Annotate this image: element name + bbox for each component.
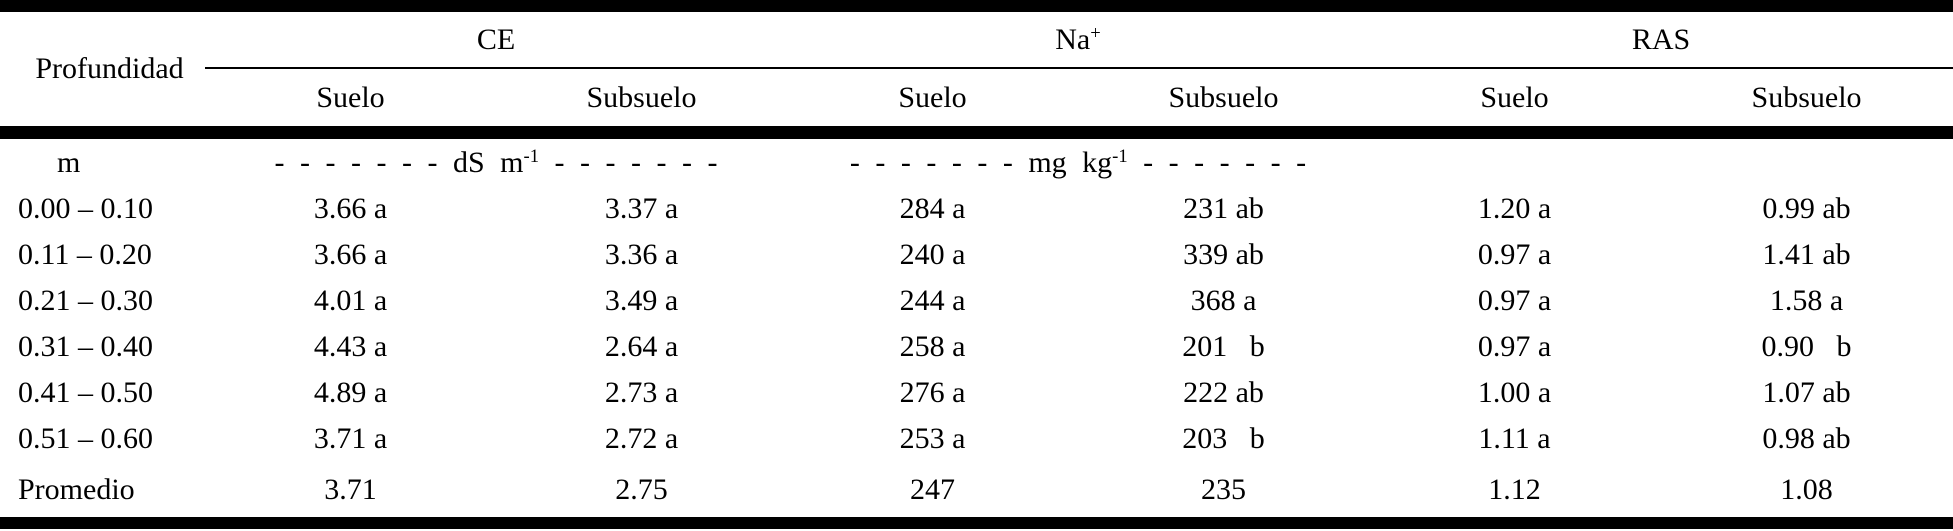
ce-suelo-cell: 4.01 a [313, 284, 388, 318]
units-row: m - - - - - - - dS m-1 - - - - - - - - -… [0, 133, 1953, 187]
na-subsuelo-cell: 203 b [1182, 422, 1265, 456]
ras-units-cell [1369, 133, 1953, 187]
ce-subsuelo-cell: 2.72 a [604, 422, 679, 456]
ce-subsuelo-cell: 3.49 a [604, 284, 679, 318]
na-unit-dashes-right: - - - - - - - [1127, 145, 1307, 179]
group-sup-na: + [1090, 22, 1101, 44]
ras-suelo-cell: 1.20 a [1477, 192, 1552, 226]
ce-unit-label: dS m [452, 145, 524, 179]
ce-unit-exponent: -1 [523, 145, 540, 167]
sub-header-row: Suelo Subsuelo Suelo Subsuelo Suelo Subs… [0, 68, 1953, 139]
ce-suelo-cell: 4.89 a [313, 376, 388, 410]
subheader-na-suelo: Suelo [787, 68, 1078, 139]
ras-subsuelo-cell: 1.08 [1780, 472, 1833, 506]
table-row: 0.00 – 0.10 3.66 a 3.37 a 284 a 231 ab 1… [0, 186, 1953, 232]
subheader-ce-suelo: Suelo [205, 68, 496, 139]
group-header-na: Na+ [787, 6, 1370, 69]
ras-suelo-cell: 1.00 a [1477, 376, 1552, 410]
depth-cell: Promedio [18, 472, 135, 506]
ras-suelo-cell: 1.11 a [1478, 422, 1551, 456]
column-header-profundidad: Profundidad [0, 6, 205, 139]
subheader-ce-subsuelo: Subsuelo [496, 68, 787, 139]
ce-unit-dashes-right: - - - - - - - [539, 145, 718, 179]
subheader-na-subsuelo: Subsuelo [1078, 68, 1370, 139]
na-unit-label: mg kg [1028, 145, 1113, 179]
na-suelo-cell: 276 a [899, 376, 966, 410]
depth-cell: 0.41 – 0.50 [18, 376, 153, 410]
depth-cell: 0.11 – 0.20 [18, 238, 152, 272]
na-suelo-cell: 253 a [899, 422, 966, 456]
ras-subsuelo-cell: 0.99 ab [1762, 192, 1851, 226]
ras-subsuelo-cell: 0.98 ab [1762, 422, 1851, 456]
ras-subsuelo-cell: 1.07 ab [1762, 376, 1851, 410]
na-suelo-cell: 244 a [899, 284, 966, 318]
depth-cell: 0.21 – 0.30 [18, 284, 153, 318]
na-subsuelo-cell: 235 [1201, 472, 1246, 506]
ce-suelo-cell: 3.66 a [313, 192, 388, 226]
ras-subsuelo-cell: 0.90 b [1761, 330, 1852, 364]
na-suelo-cell: 247 [910, 472, 955, 506]
ce-unit-dashes-left: - - - - - - - [274, 145, 453, 179]
table-row-promedio: Promedio 3.71 2.75 247 235 1.12 1.08 [0, 462, 1953, 523]
ras-suelo-cell: 1.12 [1488, 472, 1541, 506]
table-row: 0.51 – 0.60 3.71 a 2.72 a 253 a 203 b 1.… [0, 416, 1953, 462]
table-row: 0.31 – 0.40 4.43 a 2.64 a 258 a 201 b 0.… [0, 324, 1953, 370]
group-header-ras: RAS [1369, 6, 1953, 69]
ce-units-cell: - - - - - - - dS m-1 - - - - - - - [205, 133, 787, 187]
ce-suelo-cell: 3.66 a [313, 238, 388, 272]
ras-suelo-cell: 0.97 a [1477, 238, 1552, 272]
ras-subsuelo-cell: 1.41 ab [1762, 238, 1851, 272]
group-label-ras: RAS [1631, 22, 1691, 56]
subheader-ras-subsuelo: Subsuelo [1660, 68, 1953, 139]
na-unit-dashes-left: - - - - - - - [849, 145, 1029, 179]
ce-suelo-cell: 3.71 [324, 472, 377, 506]
ce-subsuelo-cell: 2.73 a [604, 376, 679, 410]
na-subsuelo-cell: 201 b [1182, 330, 1265, 364]
group-label-na: Na [1055, 22, 1091, 56]
ce-suelo-cell: 4.43 a [313, 330, 388, 364]
na-units-cell: - - - - - - - mg kg-1 - - - - - - - [787, 133, 1369, 187]
depth-cell: 0.00 – 0.10 [18, 192, 153, 226]
ce-subsuelo-cell: 2.75 [615, 472, 668, 506]
na-subsuelo-cell: 368 a [1190, 284, 1257, 318]
table-row: 0.11 – 0.20 3.66 a 3.36 a 240 a 339 ab 0… [0, 232, 1953, 278]
table-row: 0.21 – 0.30 4.01 a 3.49 a 244 a 368 a 0.… [0, 278, 1953, 324]
subheader-ras-suelo: Suelo [1369, 68, 1661, 139]
na-subsuelo-cell: 339 ab [1183, 238, 1264, 272]
ce-subsuelo-cell: 3.36 a [604, 238, 679, 272]
ce-subsuelo-cell: 3.37 a [604, 192, 679, 226]
na-suelo-cell: 240 a [899, 238, 966, 272]
depth-cell: 0.51 – 0.60 [18, 422, 153, 456]
depth-unit-cell: m [57, 145, 81, 179]
na-suelo-cell: 284 a [899, 192, 966, 226]
na-suelo-cell: 258 a [899, 330, 966, 364]
group-label-ce: CE [476, 22, 516, 56]
table-row: 0.41 – 0.50 4.89 a 2.73 a 276 a 222 ab 1… [0, 370, 1953, 416]
na-subsuelo-cell: 222 ab [1183, 376, 1264, 410]
ras-subsuelo-cell: 1.58 a [1769, 284, 1844, 318]
group-header-row: Profundidad CE Na+ RAS [0, 6, 1953, 139]
na-subsuelo-cell: 231 ab [1183, 192, 1264, 226]
ras-suelo-cell: 0.97 a [1477, 284, 1552, 318]
group-header-ce: CE [205, 6, 787, 69]
depth-cell: 0.31 – 0.40 [18, 330, 153, 364]
ras-suelo-cell: 0.97 a [1477, 330, 1552, 364]
ce-suelo-cell: 3.71 a [313, 422, 388, 456]
ce-subsuelo-cell: 2.64 a [604, 330, 679, 364]
na-unit-exponent: -1 [1112, 145, 1128, 167]
